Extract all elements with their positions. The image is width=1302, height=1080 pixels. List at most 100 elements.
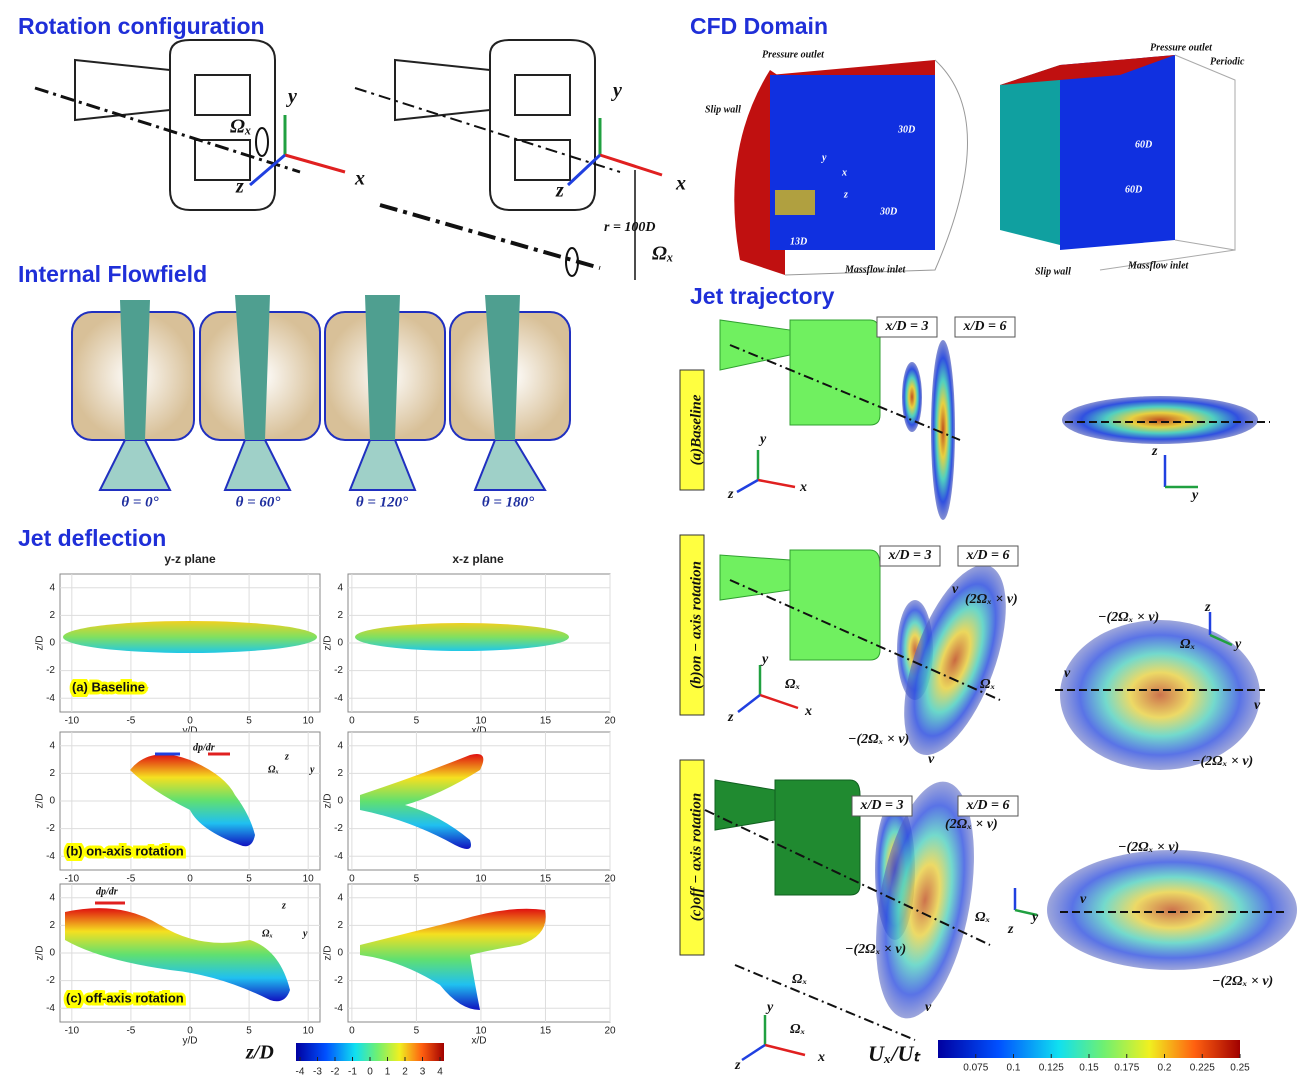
radius-label: r = 100D <box>604 220 656 235</box>
axis-label: z <box>734 1058 741 1073</box>
omega-label: Ωₓ <box>980 677 995 692</box>
x-tick-label: 5 <box>246 716 252 727</box>
boundary-label: Massflow inlet <box>1127 260 1190 271</box>
axis-label: y <box>611 80 622 102</box>
axis-label: z <box>284 751 289 762</box>
trajectory-sketch <box>704 319 1297 1062</box>
jet-shapes <box>63 621 569 1010</box>
rotation-label: Ωₓ <box>230 116 252 138</box>
x-tick-label: 0 <box>349 716 355 727</box>
section-title: Rotation configuration <box>18 13 265 39</box>
velocity-label: v <box>1254 698 1261 713</box>
x-tick-label: 10 <box>475 1026 487 1037</box>
axis-label: y <box>309 764 315 775</box>
colorbar-tick-label: 0.2 <box>1158 1063 1172 1074</box>
case-label: (c) off-axis rotation <box>66 990 184 1005</box>
station-label: x/D = 3 <box>860 798 904 813</box>
axis-label: y <box>1233 637 1242 652</box>
axis-label: z <box>1151 444 1158 459</box>
colorbar-tick-label: 3 <box>420 1067 426 1078</box>
x-tick-label: 5 <box>246 874 252 885</box>
coriolis-label: (2Ωₓ × v) <box>945 817 998 832</box>
x-tick-label: 0 <box>187 716 193 727</box>
x-tick-label: 5 <box>414 716 420 727</box>
dimension-label: 30D <box>897 124 915 135</box>
y-tick-label: -4 <box>334 851 343 862</box>
axis-label: x <box>675 173 686 195</box>
axis-label: x <box>817 1050 825 1065</box>
y-tick-label: 0 <box>337 796 343 807</box>
case-boxes <box>679 369 705 956</box>
section-title: CFD Domain <box>690 13 828 39</box>
y-tick-label: -2 <box>334 665 343 676</box>
x-tick-label: -5 <box>126 716 135 727</box>
x-tick-label: -5 <box>126 1026 135 1037</box>
y-tick-label: -2 <box>334 975 343 986</box>
axis-label: y <box>758 432 767 447</box>
y-tick-label: 2 <box>337 768 343 779</box>
y-tick-label: 0 <box>337 638 343 649</box>
colorbar-tick-label: -4 <box>296 1067 305 1078</box>
y-axis-label: z/D <box>323 946 334 961</box>
dimension-label: 60D <box>1135 139 1152 150</box>
velocity-label: v <box>925 1000 932 1015</box>
case-label: (c)off − axis rotation <box>688 793 704 921</box>
colorbar-ticks: 0.075 0.1 0.125 0.15 0.175 0.2 0.225 0.25 <box>963 1054 1250 1074</box>
y-tick-label: 4 <box>337 582 343 593</box>
case-label: (a) Baseline <box>72 679 145 694</box>
station-label: x/D = 3 <box>885 319 929 334</box>
column-header: x-z plane <box>452 552 504 566</box>
x-axis-label: y/D <box>183 726 198 737</box>
pressure-gradient-label: dp/dr <box>96 886 118 897</box>
y-tick-label: 0 <box>49 948 55 959</box>
x-tick-label: 15 <box>540 874 552 885</box>
case-label: (b)on − axis rotation <box>688 561 704 689</box>
axis-label: x <box>354 168 365 190</box>
axis-label: y <box>765 1000 774 1015</box>
section-title: Jet trajectory <box>690 283 835 309</box>
axis-label: z <box>281 900 286 911</box>
coriolis-label: −(2Ωₓ × v) <box>1098 610 1159 625</box>
y-tick-label: 4 <box>49 740 55 751</box>
flowfield-panels <box>71 295 571 491</box>
axis-label: Ωₓ <box>262 928 273 939</box>
colorbar-label: z/D <box>245 1042 274 1064</box>
y-tick-label: 0 <box>337 948 343 959</box>
x-tick-label: 20 <box>604 716 616 727</box>
axis-label: x <box>804 704 812 719</box>
velocity-label: v <box>1064 666 1071 681</box>
y-tick-label: 2 <box>337 610 343 621</box>
x-tick-label: 5 <box>414 1026 420 1037</box>
cfd-sketch <box>734 54 1236 276</box>
axis-label: x <box>841 167 847 178</box>
x-tick-label: 15 <box>540 1026 552 1037</box>
colorbar-ticks: -4 -3 -2 -1 0 1 2 3 4 <box>296 1057 443 1078</box>
nozzle-sketch <box>34 39 663 280</box>
y-axis-label: z/D <box>35 636 46 651</box>
axis-label: z <box>1204 600 1211 615</box>
y-tick-label: 4 <box>49 892 55 903</box>
colorbar-tick-label: 2 <box>402 1067 408 1078</box>
axis-label: y <box>1190 488 1199 503</box>
case-label: (b) on-axis rotation <box>66 843 184 858</box>
velocity-label: v <box>928 752 935 767</box>
y-tick-label: -4 <box>334 1003 343 1014</box>
x-tick-label: 0 <box>187 874 193 885</box>
axis-label: z <box>843 189 848 200</box>
y-tick-label: -2 <box>334 823 343 834</box>
coriolis-label: (2Ωₓ × v) <box>965 592 1018 607</box>
section-title: Internal Flowfield <box>18 261 207 287</box>
dimension-label: 30D <box>879 206 897 217</box>
y-tick-label: 0 <box>49 796 55 807</box>
x-tick-label: -5 <box>126 874 135 885</box>
x-tick-label: -10 <box>65 874 80 885</box>
omega-label: Ωₓ <box>792 972 807 987</box>
omega-label: Ωₓ <box>785 677 800 692</box>
y-axis-label: z/D <box>323 636 334 651</box>
y-tick-label: -2 <box>46 975 55 986</box>
y-tick-label: 4 <box>49 582 55 593</box>
velocity-label: v <box>1080 892 1087 907</box>
y-tick-label: 2 <box>49 768 55 779</box>
x-tick-label: 15 <box>540 716 552 727</box>
y-tick-label: 4 <box>337 892 343 903</box>
